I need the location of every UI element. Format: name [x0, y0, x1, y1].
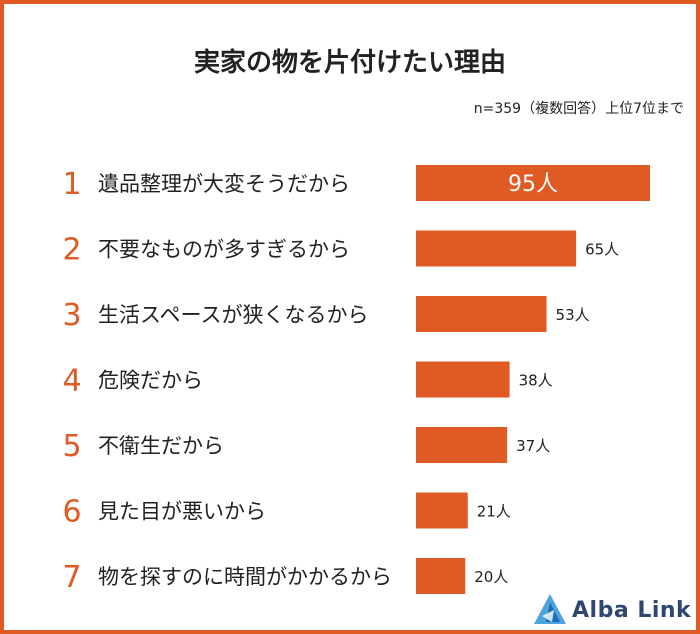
bar	[416, 492, 468, 529]
bar-row: 7 物を探すのに時間がかかるから 20人	[62, 558, 508, 595]
category-label: 不要なものが多すぎるから	[98, 238, 350, 262]
bar	[416, 558, 466, 594]
value-label: 65人	[585, 241, 619, 259]
alba-link-logo-icon	[534, 594, 566, 624]
rank-number: 5	[62, 429, 81, 464]
bar-row: 6 見た目が悪いから 21人	[62, 492, 511, 530]
bar	[416, 230, 577, 267]
value-label: 95人	[508, 172, 558, 197]
bar-row: 3 生活スペースが狭くなるから 53人	[62, 296, 590, 333]
value-label: 38人	[519, 372, 553, 390]
bar	[416, 427, 508, 463]
value-label: 21人	[477, 503, 511, 521]
bar	[416, 165, 650, 201]
bar	[416, 361, 510, 398]
value-label: 20人	[474, 568, 508, 586]
value-label: 37人	[516, 437, 550, 455]
chart-subtitle: n=359（複数回答）上位7位まで	[473, 101, 684, 117]
category-label: 危険だから	[98, 369, 203, 393]
value-label: 53人	[556, 306, 590, 324]
logo-text: Alba Link	[572, 598, 692, 623]
rank-number: 4	[62, 364, 81, 399]
rank-number: 3	[62, 298, 81, 333]
bar-row: 4 危険だから 38人	[62, 361, 553, 399]
category-label: 不衛生だから	[98, 434, 224, 458]
rank-number: 6	[62, 495, 81, 530]
bar	[416, 296, 547, 332]
bar-row: 5 不衛生だから 37人	[62, 427, 550, 464]
chart-title: 実家の物を片付けたい理由	[193, 48, 506, 78]
bar-row: 2 不要なものが多すぎるから 65人	[62, 230, 619, 268]
rank-number: 7	[62, 560, 81, 595]
alba-link-logo: Alba Link	[532, 592, 692, 628]
rank-number: 2	[62, 233, 81, 268]
bar-row: 1 遺品整理が大変そうだから 95人	[62, 165, 650, 202]
category-label: 見た目が悪いから	[98, 500, 266, 524]
category-label: 物を探すのに時間がかかるから	[98, 565, 392, 589]
category-label: 生活スペースが狭くなるから	[98, 303, 368, 327]
category-label: 遺品整理が大変そうだから	[98, 172, 350, 196]
rank-number: 1	[62, 167, 81, 202]
